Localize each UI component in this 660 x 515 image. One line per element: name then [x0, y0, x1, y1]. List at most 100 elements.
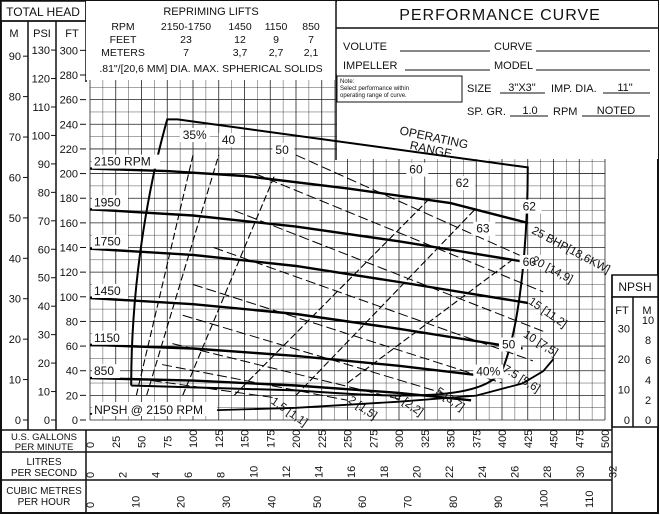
bhp-lines — [151, 154, 544, 401]
repriming-cell: METERS — [101, 47, 145, 59]
gpm-tick-label: 450 — [549, 430, 561, 448]
repriming-cell: 12 — [234, 34, 246, 46]
efficiency-label: 62 — [523, 200, 537, 214]
m-tick-label: 70 — [9, 132, 21, 144]
litres-tick-label: 32 — [607, 466, 619, 478]
m-tick-label: 30 — [9, 294, 21, 306]
ft-tick-label: 280 — [60, 70, 78, 82]
npsh-unit-ft: FT — [615, 305, 629, 317]
gpm-tick-label: 250 — [343, 430, 355, 448]
ft-tick-label: 200 — [60, 169, 78, 181]
npsh-ft-tick: 20 — [618, 354, 630, 366]
litres-label-2: PER SECOND — [11, 468, 77, 479]
litres-tick-label: 28 — [542, 466, 554, 478]
m-tick-label: 40 — [9, 253, 21, 265]
bhp-line — [182, 314, 451, 396]
gpm-tick-label: 325 — [420, 430, 432, 448]
repriming-cell: 2,7 — [269, 47, 284, 59]
ft-tick-label: 240 — [60, 119, 78, 131]
note-line: operating range of curve. — [340, 93, 407, 99]
head-curve — [89, 208, 528, 264]
npsh-ticks: 0 10 20 30 0 2 4 6 8 10 — [618, 315, 654, 427]
psi-tick-label: 40 — [38, 301, 50, 313]
unit-ft: FT — [65, 28, 79, 40]
bhp-line — [254, 173, 544, 293]
ft-tick-label: 180 — [60, 193, 78, 205]
efficiency-label: 60 — [523, 255, 537, 269]
efficiency-label-bg — [272, 142, 295, 157]
litres-tick-label: 2 — [118, 472, 130, 478]
gpm-tick-label: 50 — [137, 436, 149, 448]
head-curve — [89, 167, 529, 225]
efficiency-label-bg — [519, 199, 542, 214]
litres-tick-label: 10 — [248, 466, 260, 478]
head-curve-label-bg — [92, 195, 128, 210]
head-curve-label: 1450 — [94, 284, 121, 298]
bhp-line — [192, 283, 503, 384]
ft-tick-label: 300 — [60, 45, 78, 57]
efficiency-line — [233, 197, 431, 396]
litres-tick-label: 16 — [346, 466, 358, 478]
repriming-cell: 3,7 — [233, 47, 248, 59]
efficiency-label-bg — [406, 162, 429, 177]
head-curve-label-bg — [92, 234, 128, 249]
gpm-tick-label: 225 — [317, 430, 329, 448]
efficiency-label: 50 — [502, 338, 516, 352]
head-curve-label-bg — [92, 154, 160, 169]
bhp-line — [162, 364, 348, 401]
ft-tick-label: 100 — [60, 292, 78, 304]
psi-tick-label: 20 — [38, 358, 50, 370]
bhp-label: 7.5 [5,6] — [500, 363, 542, 395]
gpm-tick-label: 425 — [523, 430, 535, 448]
note-box: Note:Select performance withinoperating … — [340, 79, 409, 99]
npsh-panel: NPSH FT M 0 10 20 30 0 2 4 6 8 10 — [611, 274, 659, 428]
litres-tick-label: 30 — [575, 466, 587, 478]
cubic-tick-label: 50 — [312, 496, 324, 508]
cubic-ticks: 0 10 20 30 40 50 60 70 80 90 100 110 — [85, 490, 596, 508]
gpm-tick-label: 400 — [497, 430, 509, 448]
gpm-tick-label: 150 — [240, 430, 252, 448]
volute-label: VOLUTE — [343, 41, 387, 53]
head-curve-label-bg — [92, 364, 120, 379]
gpm-label-2: PER MINUTE — [15, 442, 74, 453]
m-tick-label: 50 — [9, 213, 21, 225]
litres-tick-label: 0 — [85, 472, 97, 478]
litres-tick-label: 18 — [379, 466, 391, 478]
cubic-tick-label: 100 — [539, 490, 551, 508]
npsh-title: NPSH — [618, 280, 651, 294]
litres-ticks: 0 2 4 6 8 10 12 14 16 18 20 22 24 26 28 30 32 — [85, 466, 619, 478]
gpm-tick-label: 25 — [111, 436, 123, 448]
gpm-ticks: 0 25 50 75 100 125 150 175 200 225 250 275 300 325 350… — [85, 430, 612, 448]
imp-dia-label: IMP. DIA. — [551, 83, 597, 95]
head-curve-label: 850 — [94, 364, 114, 378]
gpm-tick-label: 350 — [446, 430, 458, 448]
repriming-cell: FEET — [110, 34, 137, 46]
npsh-m-tick: 8 — [645, 335, 651, 347]
efficiency-label: 63 — [476, 222, 490, 236]
m-tick-label: 10 — [9, 375, 21, 387]
efficiency-label: 62 — [456, 176, 470, 190]
npsh-m-tick: 10 — [642, 315, 654, 327]
litres-tick-label: 6 — [183, 472, 195, 478]
m-tick-label: 80 — [9, 92, 21, 104]
bhp-label: 5 [3,7] — [433, 386, 466, 414]
m-tick-label: 60 — [9, 172, 21, 184]
npsh-label: NPSH @ 2150 RPM — [94, 403, 203, 417]
psi-tick-label: 110 — [32, 102, 50, 114]
npsh-unit-m: M — [642, 305, 651, 317]
head-curve-label-bg — [92, 284, 128, 299]
efficiency-line — [182, 173, 276, 396]
efficiency-label-bg — [499, 337, 521, 352]
efficiency-label: 40 — [222, 133, 236, 147]
solids-note: .81"/[20,6 MM] DIA. MAX. SPHERICAL SOLID… — [99, 63, 322, 75]
npsh-label-bg — [92, 402, 218, 416]
npsh-m-tick: 6 — [645, 355, 651, 367]
head-curve-label: 1950 — [94, 195, 121, 209]
bhp-label: 2 [1,5] — [346, 394, 379, 422]
size-label: SIZE — [467, 83, 491, 95]
npsh-ft-tick: 30 — [618, 324, 630, 336]
cubic-tick-label: 10 — [130, 496, 142, 508]
cubic-tick-label: 30 — [221, 496, 233, 508]
gpm-tick-label: 0 — [85, 442, 97, 448]
